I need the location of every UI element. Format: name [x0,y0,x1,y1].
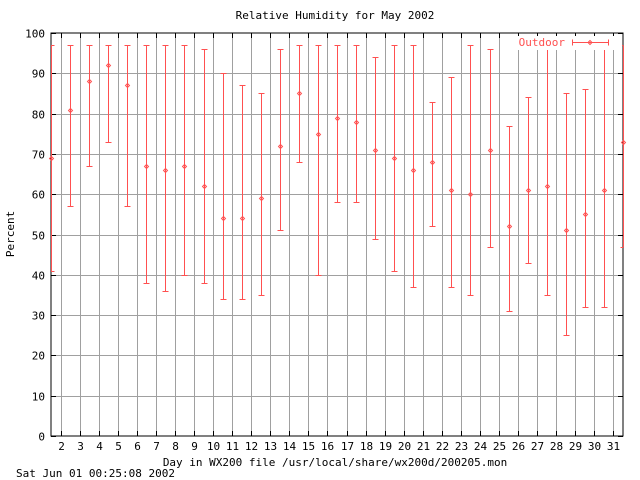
x-tick-label: 5 [115,440,122,453]
mean-point [258,195,265,202]
legend: Outdoor [514,36,622,50]
mean-point [563,227,570,234]
x-tick-label: 16 [321,440,334,453]
x-tick-label: 11 [226,440,239,453]
mean-point [315,131,322,138]
mean-point [181,163,188,170]
mean-point [506,223,513,230]
mean-point [467,191,474,198]
footer-timestamp: Sat Jun 01 00:25:08 2002 [16,467,175,480]
mean-point [220,215,227,222]
mean-point [86,78,93,85]
x-tick-label: 3 [77,440,84,453]
y-tick-label: 90 [32,68,45,81]
y-tick-label: 40 [32,270,45,283]
mean-point [334,115,341,122]
x-tick-label: 18 [360,440,373,453]
x-tick-label: 26 [512,440,525,453]
series-outdoor [48,45,627,336]
legend-marker [587,39,593,46]
y-tick-label: 0 [38,431,45,444]
mean-point [67,107,74,114]
mean-point [410,167,417,174]
y-tick-label: 80 [32,109,45,122]
mean-point [582,211,589,218]
mean-point [372,147,379,154]
x-tick-label: 17 [341,440,354,453]
x-tick-label: 21 [417,440,430,453]
mean-point [239,215,246,222]
mean-point [296,90,303,97]
mean-point [48,155,55,162]
x-tick-label: 10 [207,440,220,453]
mean-point [162,167,169,174]
x-tick-label: 9 [191,440,198,453]
x-tick-label: 6 [134,440,141,453]
x-tick-label: 13 [264,440,277,453]
mean-point [525,187,532,194]
legend-background [514,36,622,50]
y-tick-label: 10 [32,391,45,404]
chart-title: Relative Humidity for May 2002 [236,9,435,22]
mean-point [448,187,455,194]
x-tick-label: 8 [172,440,179,453]
x-tick-label: 25 [493,440,506,453]
x-tick-label: 15 [302,440,315,453]
mean-point [277,143,284,150]
x-tick-label: 28 [550,440,563,453]
x-tick-label: 22 [436,440,449,453]
y-tick-label: 100 [25,28,45,41]
legend-label-outdoor: Outdoor [519,36,566,49]
x-tick-label: 12 [245,440,258,453]
mean-point [105,62,112,69]
mean-point [429,159,436,166]
x-tick-label: 19 [379,440,392,453]
mean-point [601,187,608,194]
x-tick-label: 23 [455,440,468,453]
x-tick-label: 2 [58,440,65,453]
x-tick-label: 24 [474,440,488,453]
mean-point [143,163,150,170]
x-tick-label: 27 [531,440,544,453]
y-tick-label: 70 [32,149,45,162]
mean-point [391,155,398,162]
x-tick-label: 20 [398,440,411,453]
x-tick-label: 7 [153,440,160,453]
x-tick-label: 29 [569,440,582,453]
x-tick-label: 14 [283,440,297,453]
mean-point [124,82,131,89]
y-axis-label: Percent [4,211,17,257]
y-tick-label: 20 [32,350,45,363]
mean-point [201,183,208,190]
y-tick-label: 30 [32,310,45,323]
x-tick-label: 30 [588,440,601,453]
legend-sample-outdoor [572,39,609,46]
mean-point [544,183,551,190]
y-tick-label: 60 [32,189,45,202]
x-tick-label: 4 [96,440,103,453]
y-tick-label: 50 [32,230,45,243]
mean-point [487,147,494,154]
mean-point [620,139,627,146]
mean-point [353,119,360,126]
x-axis-label: Day in WX200 file /usr/local/share/wx200… [163,456,507,469]
x-tick-label: 31 [607,440,620,453]
